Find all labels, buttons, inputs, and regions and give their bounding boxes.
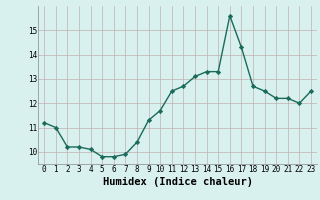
X-axis label: Humidex (Indice chaleur): Humidex (Indice chaleur) — [103, 177, 252, 187]
